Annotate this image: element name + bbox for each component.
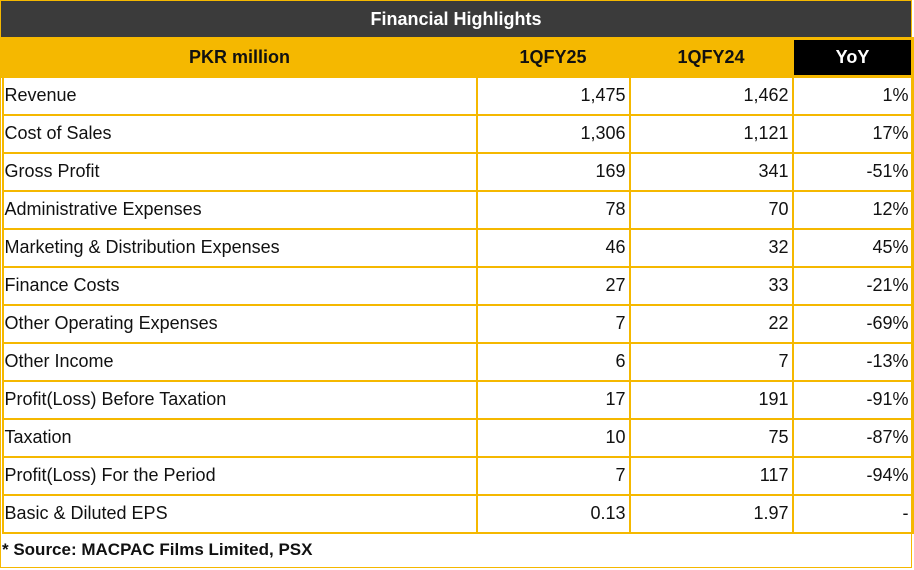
table-body: Revenue 1,475 1,462 1% Cost of Sales 1,306 1,1… [1, 75, 914, 534]
cell-1qfy24: 191 [628, 379, 794, 420]
table-row: Revenue 1,475 1,462 1% [1, 75, 914, 116]
cell-yoy: 17% [791, 113, 914, 154]
cell-1qfy24: 1,462 [628, 75, 794, 116]
source-note: * Source: MACPAC Films Limited, PSX [2, 540, 313, 559]
cell-1qfy25: 17 [475, 379, 631, 420]
table-row: Cost of Sales 1,306 1,121 17% [1, 113, 914, 154]
cell-1qfy24: 1,121 [628, 113, 794, 154]
cell-1qfy24: 32 [628, 227, 794, 268]
cell-yoy: 1% [791, 75, 914, 116]
table-title: Financial Highlights [1, 1, 911, 37]
row-label: Profit(Loss) Before Taxation [1, 379, 478, 420]
table-row: Other Operating Expenses 7 22 -69% [1, 303, 914, 344]
cell-yoy: -91% [791, 379, 914, 420]
cell-1qfy24: 7 [628, 341, 794, 382]
table-row: Marketing & Distribution Expenses 46 32 45% [1, 227, 914, 268]
cell-yoy: -51% [791, 151, 914, 192]
cell-yoy: 12% [791, 189, 914, 230]
row-label: Finance Costs [1, 265, 478, 306]
table-row: Profit(Loss) For the Period 7 117 -94% [1, 455, 914, 496]
table-row: Finance Costs 27 33 -21% [1, 265, 914, 306]
cell-1qfy25: 7 [475, 455, 631, 496]
cell-1qfy25: 27 [475, 265, 631, 306]
table-row: Basic & Diluted EPS 0.13 1.97- [1, 493, 914, 534]
cell-1qfy25: 1,306 [475, 113, 631, 154]
row-label: Revenue [1, 75, 478, 116]
row-label: Other Income [1, 341, 478, 382]
header-1qfy25: 1QFY25 [475, 37, 631, 78]
table-row: Other Income 6 7 -13% [1, 341, 914, 382]
cell-1qfy24: 22 [628, 303, 794, 344]
cell-1qfy24: 1.97 [628, 493, 794, 534]
table-row: Administrative Expenses 78 70 12% [1, 189, 914, 230]
cell-1qfy24: 341 [628, 151, 794, 192]
row-label: Other Operating Expenses [1, 303, 478, 344]
table-row: Profit(Loss) Before Taxation 17 191 -91% [1, 379, 914, 420]
row-label: Basic & Diluted EPS [1, 493, 478, 534]
financial-table: PKR million 1QFY25 1QFY24 YoY Revenue 1,4… [1, 37, 914, 534]
cell-1qfy25: 6 [475, 341, 631, 382]
header-1qfy24: 1QFY24 [628, 37, 794, 78]
row-label: Administrative Expenses [1, 189, 478, 230]
cell-1qfy24: 75 [628, 417, 794, 458]
row-label: Profit(Loss) For the Period [1, 455, 478, 496]
cell-1qfy25: 1,475 [475, 75, 631, 116]
cell-1qfy25: 169 [475, 151, 631, 192]
cell-yoy: -87% [791, 417, 914, 458]
cell-yoy: -94% [791, 455, 914, 496]
cell-yoy: -13% [791, 341, 914, 382]
cell-yoy: -69% [791, 303, 914, 344]
header-row: PKR million 1QFY25 1QFY24 YoY [1, 37, 914, 78]
row-label: Gross Profit [1, 151, 478, 192]
cell-1qfy25: 0.13 [475, 493, 631, 534]
row-label: Marketing & Distribution Expenses [1, 227, 478, 268]
cell-1qfy25: 46 [475, 227, 631, 268]
cell-1qfy25: 7 [475, 303, 631, 344]
cell-1qfy25: 78 [475, 189, 631, 230]
cell-yoy: - [791, 493, 914, 534]
header-yoy: YoY [791, 37, 914, 78]
row-label: Taxation [1, 417, 478, 458]
cell-1qfy24: 70 [628, 189, 794, 230]
table-row: Taxation 10 75 -87% [1, 417, 914, 458]
cell-1qfy24: 117 [628, 455, 794, 496]
header-pkr-million: PKR million [1, 37, 478, 78]
cell-yoy: 45% [791, 227, 914, 268]
row-label: Cost of Sales [1, 113, 478, 154]
table-row: Gross Profit 169 341 -51% [1, 151, 914, 192]
cell-1qfy24: 33 [628, 265, 794, 306]
cell-yoy: -21% [791, 265, 914, 306]
cell-1qfy25: 10 [475, 417, 631, 458]
